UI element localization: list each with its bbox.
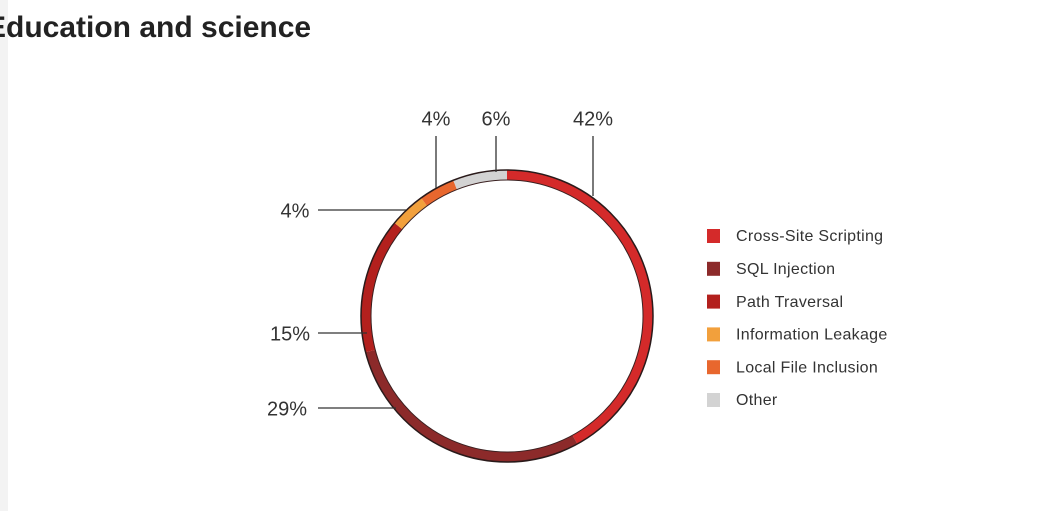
donut-segment <box>361 222 403 353</box>
value-label: 29% <box>267 398 307 420</box>
legend-swatch <box>707 393 720 407</box>
legend-swatch <box>707 327 720 342</box>
chart-title: Education and science <box>0 11 311 44</box>
value-label: 4% <box>281 200 310 222</box>
ring-outline-outer <box>360 169 654 463</box>
legend-label: Local File Inclusion <box>736 359 878 376</box>
legend-label: SQL Injection <box>736 261 835 278</box>
legend-swatch <box>707 229 720 243</box>
donut-segment <box>365 349 578 462</box>
donut-segment <box>421 180 458 207</box>
legend-label: Path Traversal <box>736 294 843 311</box>
value-label: 6% <box>482 108 511 130</box>
legend-swatch <box>707 360 720 375</box>
legend-swatch <box>707 261 720 276</box>
donut-segment <box>394 197 428 230</box>
legend-label: Information Leakage <box>736 327 888 344</box>
donut-segment <box>506 170 653 444</box>
donut <box>361 170 653 462</box>
legend-swatch <box>707 294 720 309</box>
value-label: 42% <box>573 108 613 130</box>
donut-segment <box>453 170 508 190</box>
value-label: 4% <box>422 108 451 130</box>
legend: Cross-Site Scripting SQL Injection Path Tr… <box>707 228 888 409</box>
ring-outline-inner <box>370 179 644 453</box>
left-edge <box>0 0 8 511</box>
legend-label: Cross-Site Scripting <box>736 228 883 245</box>
value-label: 15% <box>270 323 310 345</box>
labels: 42% 29% 15% 4% 4% 6% <box>267 108 613 420</box>
legend-label: Other <box>736 392 778 409</box>
